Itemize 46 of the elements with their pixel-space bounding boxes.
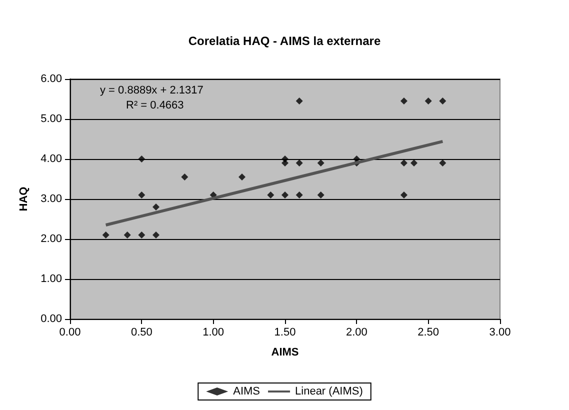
legend-label: Linear (AIMS) <box>295 386 363 398</box>
point <box>102 232 110 238</box>
point <box>353 156 360 162</box>
point <box>439 98 446 104</box>
point <box>296 192 303 198</box>
y-tick-label: 5.00 <box>40 113 62 125</box>
x-tick-label: 0.50 <box>130 326 152 338</box>
point <box>138 156 146 162</box>
x-tick-label: 1.50 <box>274 326 296 338</box>
point <box>138 232 146 238</box>
point <box>296 160 303 166</box>
point <box>296 98 303 104</box>
x-tick-label: 2.00 <box>346 326 368 338</box>
point <box>152 204 160 210</box>
point <box>152 232 160 238</box>
y-tick-label: 4.00 <box>40 153 62 165</box>
point <box>400 192 408 198</box>
y-tick-label: 3.00 <box>40 193 62 205</box>
y-tick-label: 1.00 <box>40 273 62 285</box>
chart-title: Corelatia HAQ - AIMS la externare <box>188 34 381 48</box>
y-tick-label: 2.00 <box>40 233 62 245</box>
x-tick-label: 2.50 <box>418 326 440 338</box>
x-tick-label: 3.00 <box>489 326 511 338</box>
point <box>238 174 246 180</box>
legend-label: AIMS <box>233 386 260 398</box>
point <box>400 160 408 166</box>
point <box>439 160 446 166</box>
x-tick-label: 0.00 <box>59 326 81 338</box>
point <box>282 156 288 162</box>
y-tick-label: 0.00 <box>40 313 62 325</box>
point <box>138 192 146 198</box>
point <box>181 174 188 180</box>
y-tick-label: 6.00 <box>40 73 62 85</box>
point <box>124 232 131 238</box>
x-axis-title: AIMS <box>271 346 299 358</box>
annotation: R² = 0.4663 <box>126 100 184 112</box>
y-axis-title: HAQ <box>18 186 30 212</box>
point <box>424 98 432 104</box>
point <box>282 192 288 198</box>
point <box>410 160 418 166</box>
point <box>317 192 324 198</box>
point <box>400 98 408 104</box>
annotation: y = 0.8889x + 2.1317 <box>100 84 204 96</box>
x-tick-label: 1.00 <box>202 326 224 338</box>
point <box>317 160 324 166</box>
point <box>267 192 274 198</box>
